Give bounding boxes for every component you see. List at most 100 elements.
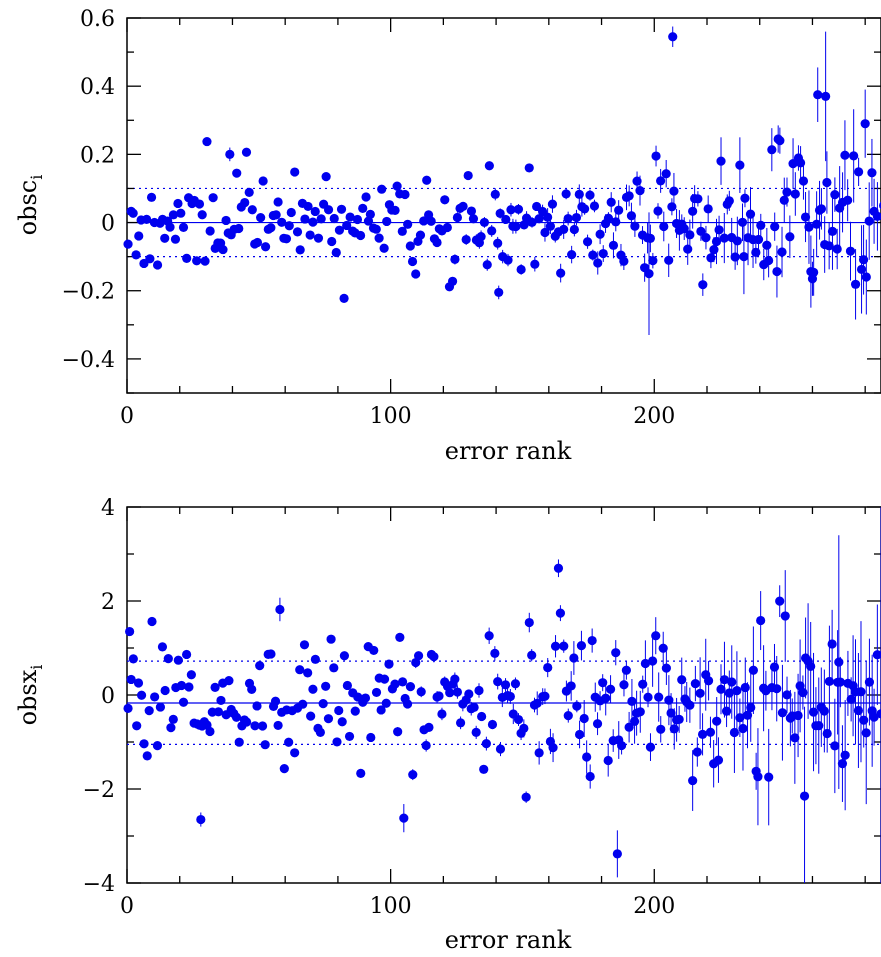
plot-frame — [126, 17, 881, 394]
data-point — [487, 226, 497, 236]
data-point — [339, 651, 350, 661]
data-point — [830, 190, 840, 200]
data-point — [692, 747, 702, 757]
data-point — [799, 791, 810, 801]
data-point — [402, 699, 413, 709]
data-point — [860, 119, 870, 129]
data-point — [426, 216, 436, 226]
data-point — [626, 211, 637, 221]
data-point — [192, 256, 202, 266]
x-tick-label: 0 — [120, 894, 134, 919]
y-axis-label-subscript: i — [27, 665, 46, 670]
data-point — [213, 707, 224, 717]
data-point — [490, 189, 500, 199]
y-tick-label: −4 — [83, 872, 115, 897]
data-point — [712, 716, 722, 726]
data-point — [318, 699, 328, 709]
data-point — [477, 711, 487, 722]
data-point — [390, 205, 400, 215]
data-point — [580, 204, 590, 214]
data-point — [519, 723, 529, 734]
data-point — [524, 163, 534, 173]
data-point — [738, 723, 748, 734]
data-point — [381, 698, 391, 708]
data-point — [505, 691, 515, 702]
data-point — [469, 702, 479, 712]
data-point — [556, 268, 566, 278]
data-point — [133, 678, 144, 688]
data-point — [395, 632, 405, 642]
data-point — [635, 707, 645, 717]
data-point — [727, 677, 737, 687]
data-point — [571, 212, 582, 223]
y-tick-labels: −0.4 −0.2 0 0.2 0.4 0.6 — [62, 7, 115, 373]
data-point — [840, 750, 850, 760]
data-point — [598, 248, 608, 259]
data-point — [326, 634, 336, 644]
data-point — [260, 740, 270, 750]
data-point — [714, 225, 724, 235]
data-point — [242, 717, 252, 727]
data-point — [688, 206, 698, 216]
data-point — [545, 221, 556, 231]
y-tick-labels: −4 −2 0 2 4 — [83, 496, 115, 897]
data-point — [484, 161, 494, 171]
data-point — [379, 243, 389, 253]
data-point — [698, 280, 708, 290]
data-point — [290, 748, 300, 758]
data-point — [247, 205, 257, 215]
data-point — [461, 234, 471, 245]
data-point — [812, 219, 822, 229]
data-point — [284, 737, 294, 747]
data-point — [306, 711, 316, 721]
data-point — [493, 676, 503, 687]
data-point — [176, 680, 187, 691]
data-point — [835, 677, 845, 687]
data-point — [216, 695, 226, 706]
data-point — [808, 707, 819, 717]
data-point — [345, 212, 355, 222]
data-point — [205, 226, 215, 236]
data-point — [719, 233, 729, 243]
data-point — [266, 223, 276, 233]
data-point — [798, 176, 809, 186]
data-point — [513, 714, 524, 725]
data-point — [746, 702, 756, 713]
data-point — [125, 626, 135, 637]
data-point — [697, 729, 708, 739]
data-point — [729, 727, 740, 738]
data-point — [422, 175, 432, 185]
y-tick-label: −0.4 — [62, 348, 115, 373]
data-point — [432, 237, 442, 248]
data-point — [661, 663, 671, 673]
data-point — [327, 236, 337, 247]
data-point — [782, 690, 792, 700]
data-point — [619, 256, 629, 266]
data-point — [292, 227, 303, 237]
data-point — [740, 193, 750, 203]
data-point — [321, 681, 331, 691]
data-point — [197, 210, 207, 220]
data-point — [146, 192, 157, 202]
data-point — [150, 692, 160, 702]
data-points — [123, 26, 881, 336]
data-point — [344, 731, 355, 742]
axis-ticks — [126, 506, 881, 884]
data-point — [804, 222, 814, 232]
data-point — [701, 233, 711, 243]
data-point — [337, 717, 347, 727]
data-point — [737, 217, 748, 227]
data-point — [336, 204, 347, 214]
data-point — [168, 210, 178, 220]
data-point — [813, 90, 823, 100]
data-point — [290, 167, 300, 177]
data-point — [321, 171, 331, 182]
data-point — [313, 233, 324, 243]
y-tick-label: 0 — [101, 212, 115, 237]
data-point — [876, 709, 881, 719]
y-axis-label: obsci — [14, 175, 46, 236]
data-point — [540, 691, 550, 701]
data-point — [530, 259, 540, 269]
data-point — [139, 739, 149, 749]
data-point — [136, 690, 147, 700]
